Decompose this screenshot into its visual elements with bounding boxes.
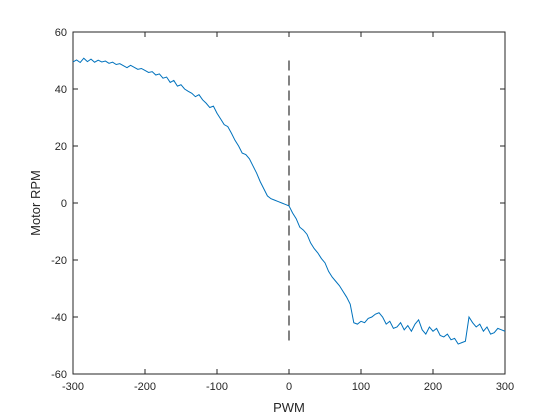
x-tick-label: -300 [62,381,84,393]
x-axis-ticks: -300 -200 -100 0 100 200 300 [62,32,514,393]
x-tick-label: 300 [496,381,514,393]
y-tick-label: 60 [55,27,67,39]
y-axis-ticks: -60 -40 -20 0 20 40 60 [51,27,505,381]
y-axis-label: Motor RPM [28,170,43,236]
x-tick-label: -100 [206,381,228,393]
y-tick-label: 0 [61,198,67,210]
y-tick-label: 40 [55,84,67,96]
y-tick-label: -20 [51,255,67,267]
series-line [72,57,506,345]
x-tick-label: 200 [424,381,442,393]
x-tick-label: -200 [134,381,156,393]
y-tick-label: -60 [51,369,67,381]
x-tick-label: 0 [286,381,292,393]
x-axis-label: PWM [273,400,305,415]
y-tick-label: -40 [51,312,67,324]
y-tick-label: 20 [55,141,67,153]
x-tick-label: 100 [352,381,370,393]
